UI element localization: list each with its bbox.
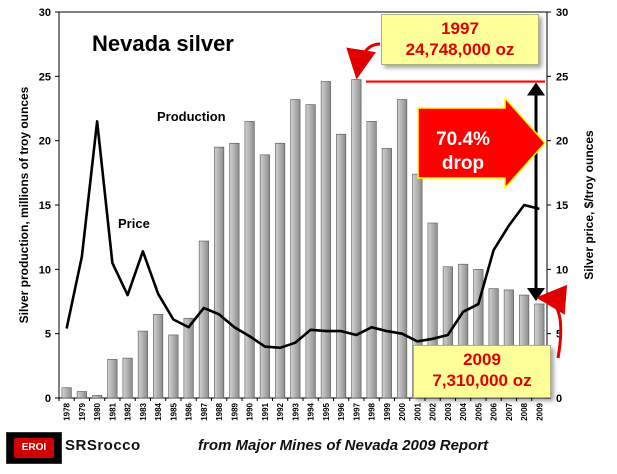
peak-callout-arrow bbox=[346, 42, 381, 80]
price-series-label: Price bbox=[118, 216, 150, 231]
x-tick-label: 1995 bbox=[322, 402, 331, 420]
production-bar bbox=[320, 81, 331, 399]
y-tick-label: 5 bbox=[45, 329, 51, 341]
x-tick-label: 2004 bbox=[459, 402, 468, 420]
low-callout-arrow bbox=[536, 284, 568, 359]
production-bar bbox=[336, 133, 347, 399]
y2-tick-label: 30 bbox=[556, 7, 568, 19]
x-tick-label: 1984 bbox=[154, 402, 163, 420]
production-bar bbox=[168, 334, 179, 399]
y2-tick-label: 25 bbox=[556, 71, 568, 83]
x-tick-label: 2001 bbox=[413, 402, 422, 420]
x-tick-label: 1996 bbox=[337, 402, 346, 420]
x-tick-label: 2009 bbox=[535, 402, 544, 420]
x-tick-label: 2002 bbox=[429, 402, 438, 420]
production-bar bbox=[473, 269, 484, 399]
y2-tick-label: 20 bbox=[556, 136, 568, 148]
x-tick-label: 2000 bbox=[398, 402, 407, 420]
x-tick-label: 1981 bbox=[108, 402, 117, 420]
x-tick-label: 1994 bbox=[307, 402, 316, 420]
production-bar bbox=[107, 359, 118, 399]
y2-tick-label: 10 bbox=[556, 264, 568, 276]
x-tick-label: 2006 bbox=[490, 402, 499, 420]
x-tick-label: 2003 bbox=[444, 402, 453, 420]
x-tick-label: 1982 bbox=[124, 402, 133, 420]
x-tick-label: 2005 bbox=[474, 402, 483, 420]
drop-word-label: drop bbox=[442, 153, 484, 174]
production-bar bbox=[76, 391, 87, 399]
low-callout: 2009 7,310,000 oz bbox=[413, 345, 551, 398]
x-tick-label: 1992 bbox=[276, 402, 285, 420]
low-value-label: 7,310,000 oz bbox=[432, 371, 532, 390]
x-tick-label: 1991 bbox=[261, 402, 270, 420]
x-tick-label: 1983 bbox=[139, 402, 148, 420]
production-bar bbox=[153, 314, 164, 399]
production-bar bbox=[305, 104, 316, 399]
production-bar bbox=[92, 395, 103, 399]
y-tick-label: 30 bbox=[39, 7, 51, 19]
production-bar bbox=[351, 79, 362, 399]
production-bar bbox=[244, 121, 255, 399]
eroi-logo-text: EROI bbox=[14, 438, 54, 458]
y2-tick-label: 5 bbox=[556, 329, 562, 341]
x-tick-label: 1985 bbox=[169, 402, 178, 420]
x-tick-label: 1989 bbox=[230, 402, 239, 420]
y2-tick-label: 0 bbox=[556, 393, 562, 405]
production-series-label: Production bbox=[157, 109, 226, 124]
drop-arrow-head-up bbox=[527, 82, 545, 96]
y-tick-label: 20 bbox=[39, 136, 51, 148]
price-line bbox=[65, 120, 540, 350]
production-bar bbox=[381, 148, 392, 399]
low-year-label: 2009 bbox=[463, 350, 501, 369]
production-bar bbox=[458, 263, 469, 399]
production-bar bbox=[503, 289, 514, 399]
production-bar bbox=[488, 288, 499, 399]
production-bar bbox=[61, 387, 72, 399]
production-bar bbox=[259, 154, 270, 399]
production-bar bbox=[290, 99, 301, 399]
y2-axis-label: Silver price, $/troy ounces bbox=[582, 130, 596, 280]
brand-name: SRSrocco bbox=[65, 437, 141, 454]
production-bar bbox=[137, 330, 148, 399]
eroi-logo: EROI bbox=[6, 432, 62, 464]
x-tick-label: 1980 bbox=[93, 402, 102, 420]
x-tick-label: 1993 bbox=[291, 402, 300, 420]
production-bar bbox=[229, 142, 240, 399]
drop-percent-label: 70.4% bbox=[436, 129, 490, 150]
y-tick-label: 0 bbox=[45, 393, 51, 405]
y2-tick-label: 15 bbox=[556, 200, 568, 212]
y-tick-label: 25 bbox=[39, 71, 51, 83]
peak-callout: 1997 24,748,000 oz bbox=[381, 14, 539, 65]
y-tick-label: 15 bbox=[39, 200, 51, 212]
x-tick-label: 1990 bbox=[246, 402, 255, 420]
peak-value-label: 24,748,000 oz bbox=[405, 40, 515, 59]
x-tick-label: 1999 bbox=[383, 402, 392, 420]
production-bar bbox=[366, 121, 377, 399]
x-tick-label: 2008 bbox=[520, 402, 529, 420]
chart-title: Nevada silver bbox=[92, 31, 234, 56]
x-tick-label: 1998 bbox=[368, 402, 377, 420]
x-tick-label: 1988 bbox=[215, 402, 224, 420]
production-bar bbox=[397, 99, 408, 399]
production-bar bbox=[442, 266, 453, 399]
x-tick-label: 1978 bbox=[63, 402, 72, 420]
production-bar bbox=[427, 222, 438, 399]
production-bar bbox=[122, 357, 133, 399]
y-tick-label: 10 bbox=[39, 264, 51, 276]
source-note: from Major Mines of Nevada 2009 Report bbox=[198, 437, 489, 454]
x-tick-label: 2007 bbox=[505, 402, 514, 420]
x-tick-label: 1987 bbox=[200, 402, 209, 420]
x-tick-label: 1997 bbox=[352, 402, 361, 420]
drop-block-arrow bbox=[417, 97, 546, 189]
production-bar bbox=[198, 240, 209, 399]
x-tick-label: 1986 bbox=[185, 402, 194, 420]
production-bar bbox=[183, 317, 194, 399]
y-axis-label: Silver production, millions of troy ounc… bbox=[17, 86, 31, 323]
production-bar bbox=[214, 146, 225, 399]
peak-year-label: 1997 bbox=[441, 19, 479, 38]
x-tick-label: 1979 bbox=[78, 402, 87, 420]
production-bar bbox=[275, 142, 286, 399]
